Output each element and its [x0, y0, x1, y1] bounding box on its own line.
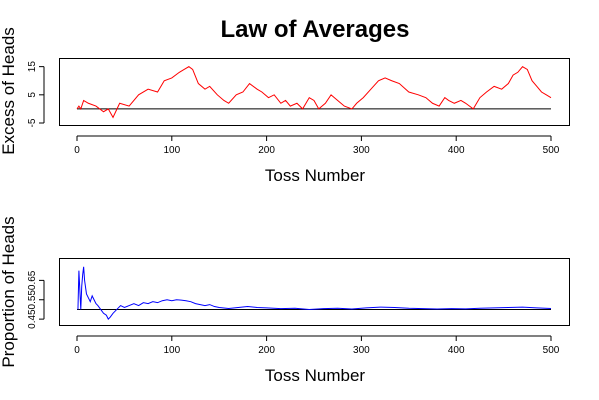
x-tick-label: 200: [258, 345, 275, 356]
y-axis-label: Excess of Heads: [0, 27, 18, 155]
plot-frame: [59, 58, 570, 126]
x-tick-label: 400: [448, 345, 465, 356]
x-tick-label: 200: [258, 145, 275, 156]
x-tick-label: 100: [163, 345, 180, 356]
plot-frame: [59, 258, 570, 326]
x-tick-label: 500: [543, 345, 560, 356]
excess-heads-panel: 0 100 200 300 400 500 -5 5 15 Toss Number Exces…: [0, 27, 570, 185]
y-axis: 0.450.550.65: [27, 270, 45, 329]
x-tick-label: 400: [448, 145, 465, 156]
y-tick-label: 0.45: [27, 309, 38, 329]
chart-title: Law of Averages: [221, 16, 410, 43]
x-tick-label: 0: [74, 145, 80, 156]
proportion-heads-series-line: [77, 266, 552, 320]
y-tick-label: 15: [27, 61, 38, 73]
x-tick-label: 0: [74, 345, 80, 356]
x-axis: 0 100 200 300 400 500: [74, 335, 560, 356]
proportion-heads-panel: 0 100 200 300 400 500 0.450.550.65 Toss Numbe…: [0, 216, 570, 385]
y-tick-label: 5: [27, 92, 38, 98]
y-axis: -5 5 15: [27, 61, 45, 127]
y-tick-label: 0.55: [27, 290, 38, 310]
x-tick-label: 300: [353, 145, 370, 156]
y-axis-label: Proportion of Heads: [0, 216, 18, 367]
x-tick-label: 100: [163, 145, 180, 156]
x-axis-label: Toss Number: [265, 166, 365, 185]
x-tick-label: 300: [353, 345, 370, 356]
x-axis-label: Toss Number: [265, 366, 365, 385]
x-tick-label: 500: [543, 145, 560, 156]
y-tick-label: 0.65: [27, 270, 38, 290]
excess-heads-series-line: [76, 65, 552, 119]
x-axis: 0 100 200 300 400 500: [74, 135, 560, 156]
y-tick-label: -5: [27, 118, 38, 127]
